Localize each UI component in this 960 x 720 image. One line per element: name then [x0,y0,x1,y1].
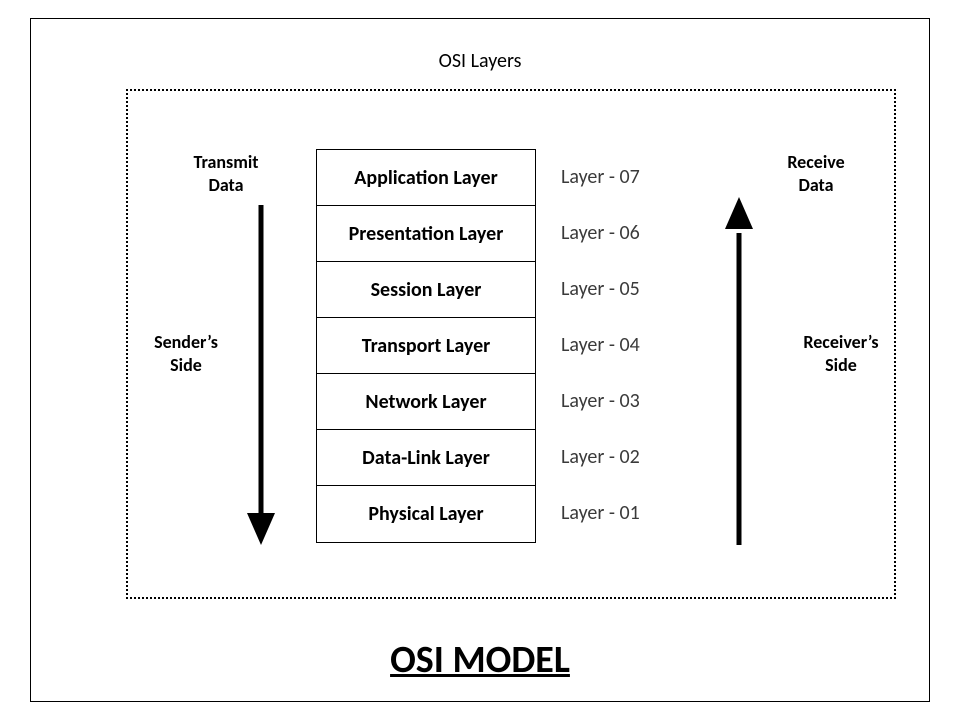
layer-numbers: Layer - 07 Layer - 06 Layer - 05 Layer -… [561,149,691,541]
layer-transport: Transport Layer [317,318,535,374]
layer-number-03: Layer - 03 [561,373,691,429]
layer-number-06: Layer - 06 [561,205,691,261]
layer-number-02: Layer - 02 [561,429,691,485]
receive-data-label: ReceiveData [771,151,861,196]
layer-stack: Application Layer Presentation Layer Ses… [316,149,536,543]
layer-number-05: Layer - 05 [561,261,691,317]
layer-number-04: Layer - 04 [561,317,691,373]
layer-network: Network Layer [317,374,535,430]
transmit-data-label: TransmitData [171,151,281,196]
outer-frame: OSI Layers TransmitData Sender’sSide App… [30,18,930,702]
main-title: OSI MODEL [31,637,929,683]
layer-datalink: Data-Link Layer [317,430,535,486]
layer-number-07: Layer - 07 [561,149,691,205]
layer-physical: Physical Layer [317,486,535,542]
layer-number-01: Layer - 01 [561,485,691,541]
arrow-up-icon [719,197,759,545]
arrow-down-icon [241,205,281,545]
layer-application: Application Layer [317,150,535,206]
subtitle: OSI Layers [31,49,929,73]
receivers-side-label: Receiver’sSide [791,331,891,376]
layer-presentation: Presentation Layer [317,206,535,262]
layer-session: Session Layer [317,262,535,318]
senders-side-label: Sender’sSide [141,331,231,376]
